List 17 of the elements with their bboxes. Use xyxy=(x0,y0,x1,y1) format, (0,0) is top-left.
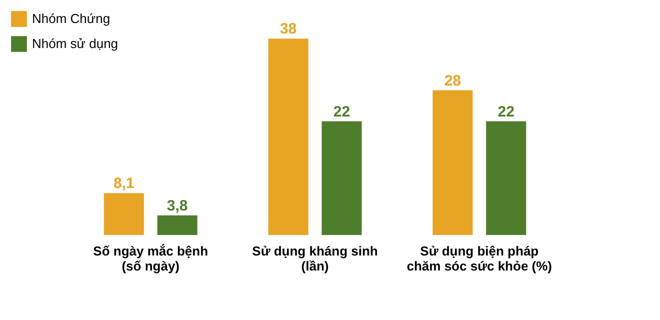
bar xyxy=(486,121,526,235)
x-tick-label: Sử dụng biện pháp chăm sóc sức khỏe (%) xyxy=(406,244,552,274)
data-label: 28 xyxy=(444,72,462,90)
data-label: 8,1 xyxy=(113,175,134,192)
data-label: 38 xyxy=(280,20,297,38)
bar xyxy=(104,193,144,235)
data-label: 22 xyxy=(498,103,514,120)
bar xyxy=(432,90,473,235)
legend-label: Nhóm sử dụng xyxy=(32,36,118,51)
bar xyxy=(157,215,198,235)
data-label: 3,8 xyxy=(166,197,188,214)
legend-label: Nhóm Chứng xyxy=(32,11,110,26)
x-tick-label: Sử dụng kháng sinh (lần) xyxy=(252,244,378,274)
x-tick-label: Số ngày mắc bệnh (số ngày) xyxy=(93,244,208,274)
bar xyxy=(322,121,362,235)
data-label: 22 xyxy=(333,103,350,120)
bar xyxy=(268,38,308,235)
